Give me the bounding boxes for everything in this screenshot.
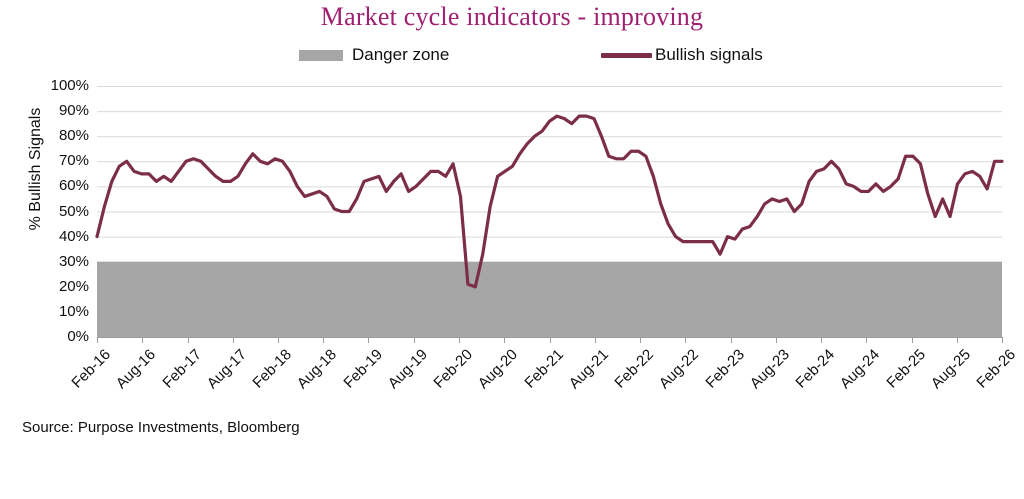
- danger-zone-swatch-icon: [299, 49, 343, 61]
- source-note: Source: Purpose Investments, Bloomberg: [22, 419, 300, 436]
- legend-item-danger-zone[interactable]: Danger zone: [299, 43, 449, 67]
- danger-zone-band: [97, 261, 1002, 337]
- y-axis-tick-label: 50%: [58, 202, 89, 220]
- y-axis-tick-label: 70%: [58, 152, 89, 170]
- y-axis-tick-label: 20%: [58, 277, 89, 295]
- chart-title: Market cycle indicators - improving: [320, 2, 704, 31]
- chart-svg: [95, 86, 1004, 343]
- y-axis-tick-label: 80%: [58, 127, 89, 145]
- y-axis-tick-label: 10%: [58, 302, 89, 320]
- legend-label-danger-zone: Danger zone: [352, 45, 450, 64]
- chart-legend: Danger zone Bullish signals: [0, 43, 1024, 67]
- y-axis-tick-label: 30%: [58, 252, 89, 270]
- y-axis-tick-label: 40%: [58, 227, 89, 245]
- y-axis-tick-label: 0%: [67, 328, 89, 345]
- bullish-signals-line: [95, 114, 1004, 289]
- y-axis-tick-label: 100%: [50, 77, 89, 94]
- y-axis-tick-label: 90%: [58, 102, 89, 120]
- plot-area: 100% 90% 80% 70% 60% 50% 40% 30% 20% 10% 0% Feb-16…: [50, 77, 1019, 392]
- chart-figure: Market cycle indicators - improving Dang…: [0, 2, 1024, 436]
- legend-label-bullish-signals: Bullish signals: [655, 45, 763, 64]
- y-axis-tick-label: 60%: [58, 177, 89, 195]
- legend-item-bullish-signals[interactable]: Bullish signals: [601, 43, 763, 67]
- bullish-signals-swatch-icon: [601, 52, 652, 58]
